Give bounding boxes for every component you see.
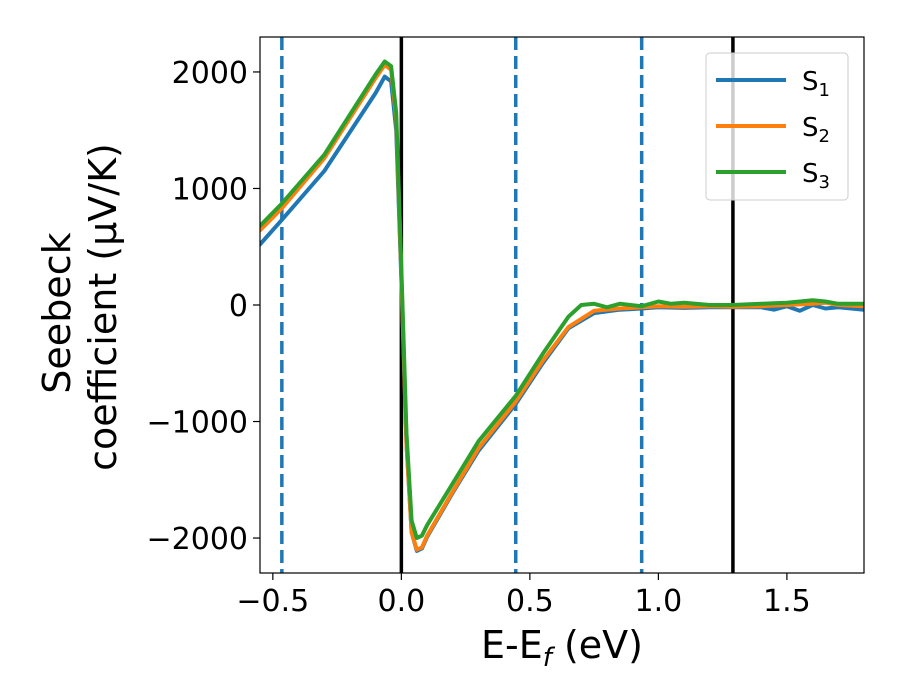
x-axis-label: E-Ef (eV)	[481, 623, 643, 673]
legend-label: S2	[802, 113, 830, 147]
y-tick-label: 2000	[172, 56, 248, 91]
x-tick-label: 0.5	[506, 584, 554, 619]
legend-item-s3: S3	[716, 159, 830, 193]
y-axis-label: Seebeck coefficient (μV/K)	[35, 143, 125, 471]
y-axis-label-line-1: Seebeck	[35, 232, 79, 393]
legend: S1 S2 S3	[705, 52, 849, 201]
y-tick-label: −1000	[147, 406, 248, 441]
y-tick-label: 1000	[172, 172, 248, 207]
y-axis-label-line-2: coefficient (μV/K)	[81, 143, 125, 471]
series-line-s3	[260, 59, 864, 540]
y-axis: −2000 −1000 0 1000 2000	[147, 56, 260, 557]
legend-label: S1	[802, 67, 830, 101]
x-tick-label: 1.0	[635, 584, 683, 619]
legend-item-s2: S2	[716, 113, 830, 147]
x-tick-label: −0.5	[236, 584, 309, 619]
y-tick-label: −2000	[147, 522, 248, 557]
x-axis: −0.5 0.0 0.5 1.0 1.5	[236, 573, 811, 619]
x-tick-label: 1.5	[763, 584, 811, 619]
series-lines	[260, 59, 864, 553]
legend-item-s1: S1	[716, 67, 830, 101]
y-tick-label: 0	[229, 289, 248, 324]
x-tick-label: 0.0	[378, 584, 426, 619]
legend-label: S3	[802, 159, 830, 193]
